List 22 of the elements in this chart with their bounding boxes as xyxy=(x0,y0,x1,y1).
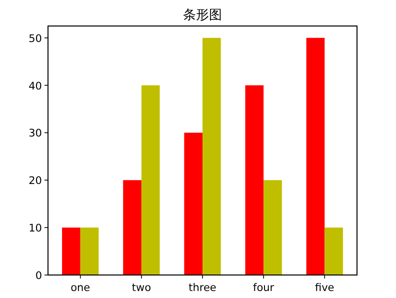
y-tick-label: 50 xyxy=(28,32,42,45)
bar xyxy=(62,228,80,275)
y-tick-label: 30 xyxy=(28,128,42,140)
bar xyxy=(306,38,325,275)
bar xyxy=(245,85,264,275)
chart-title: 条形图 xyxy=(183,8,222,23)
y-tick-label: 0 xyxy=(35,270,42,282)
x-tick-label: three xyxy=(188,282,216,294)
y-tick-label: 10 xyxy=(28,222,42,235)
bar xyxy=(80,228,99,275)
bar xyxy=(141,85,160,275)
x-tick-label: four xyxy=(253,282,275,294)
bar xyxy=(202,38,221,275)
y-tick-label: 40 xyxy=(28,80,42,92)
y-tick-label: 20 xyxy=(28,175,42,188)
x-tick-label: two xyxy=(132,282,152,294)
x-tick-label: one xyxy=(70,282,90,294)
bar xyxy=(324,228,343,275)
bar xyxy=(264,180,282,275)
bar xyxy=(184,132,202,275)
bar xyxy=(123,180,142,275)
x-tick-label: five xyxy=(314,282,334,294)
